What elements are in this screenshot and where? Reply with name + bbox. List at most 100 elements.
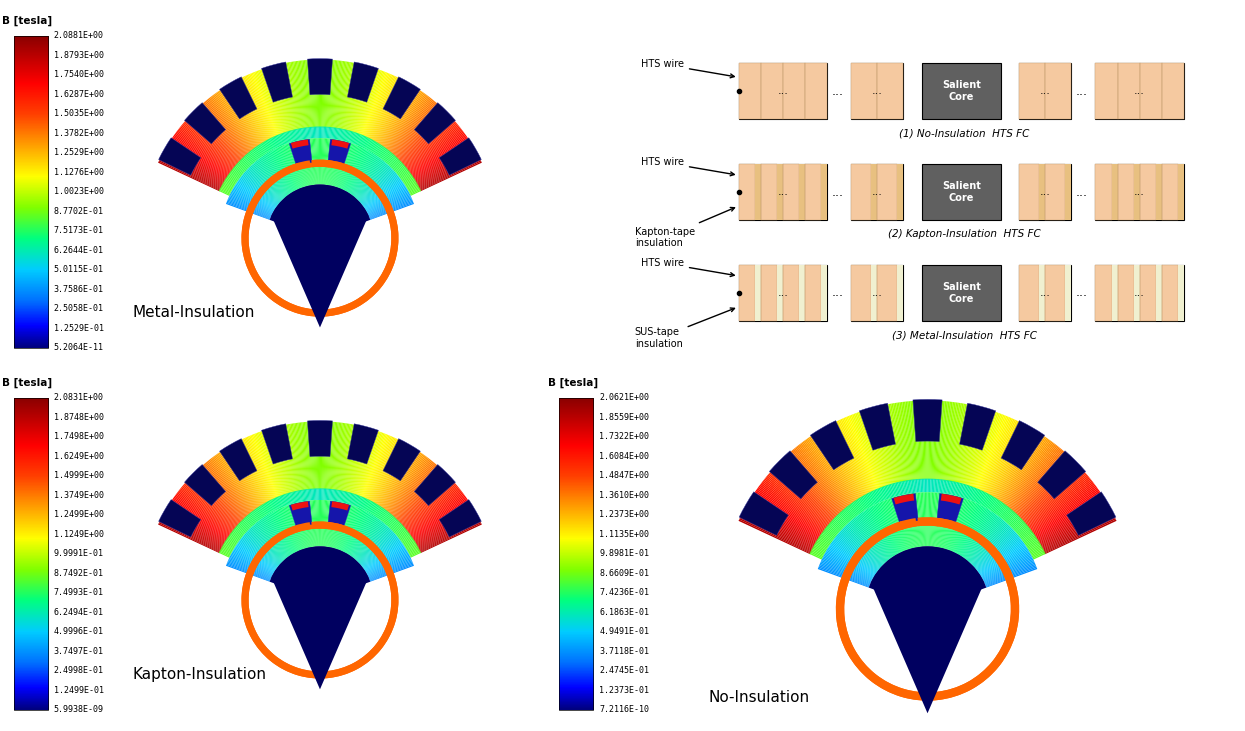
Wedge shape bbox=[234, 186, 274, 211]
Wedge shape bbox=[986, 568, 1037, 588]
Wedge shape bbox=[940, 494, 951, 548]
Wedge shape bbox=[280, 133, 285, 145]
Wedge shape bbox=[329, 60, 336, 128]
Wedge shape bbox=[352, 520, 380, 557]
Wedge shape bbox=[176, 493, 232, 534]
Text: 1.5035E+00: 1.5035E+00 bbox=[54, 109, 103, 118]
Wedge shape bbox=[378, 148, 386, 158]
Wedge shape bbox=[945, 402, 957, 481]
Wedge shape bbox=[766, 477, 828, 528]
Wedge shape bbox=[377, 447, 412, 505]
Wedge shape bbox=[1025, 537, 1037, 546]
Wedge shape bbox=[410, 496, 466, 536]
Wedge shape bbox=[258, 432, 283, 496]
Wedge shape bbox=[865, 494, 873, 507]
Wedge shape bbox=[838, 420, 873, 493]
Wedge shape bbox=[266, 501, 273, 512]
Wedge shape bbox=[322, 500, 326, 547]
Wedge shape bbox=[964, 485, 970, 499]
Wedge shape bbox=[344, 510, 366, 553]
Wedge shape bbox=[984, 495, 991, 507]
Wedge shape bbox=[330, 140, 340, 186]
Wedge shape bbox=[265, 430, 286, 495]
Bar bbox=[852, 265, 870, 321]
Wedge shape bbox=[288, 131, 293, 143]
Wedge shape bbox=[365, 182, 403, 209]
Wedge shape bbox=[284, 506, 301, 550]
Wedge shape bbox=[865, 409, 890, 485]
Wedge shape bbox=[972, 527, 1012, 566]
Wedge shape bbox=[895, 403, 908, 481]
Wedge shape bbox=[344, 425, 359, 492]
Wedge shape bbox=[367, 439, 398, 501]
Wedge shape bbox=[364, 543, 403, 570]
Bar bbox=[804, 64, 827, 119]
Wedge shape bbox=[418, 516, 478, 549]
Wedge shape bbox=[235, 164, 245, 173]
Wedge shape bbox=[412, 138, 468, 177]
Wedge shape bbox=[209, 460, 251, 513]
Wedge shape bbox=[995, 431, 1037, 499]
Wedge shape bbox=[955, 482, 960, 496]
Wedge shape bbox=[823, 555, 873, 580]
Wedge shape bbox=[936, 493, 946, 548]
Wedge shape bbox=[951, 501, 972, 551]
Wedge shape bbox=[204, 101, 249, 154]
Wedge shape bbox=[408, 186, 418, 192]
Wedge shape bbox=[845, 525, 884, 564]
Wedge shape bbox=[1022, 532, 1033, 542]
Wedge shape bbox=[382, 512, 390, 522]
Wedge shape bbox=[329, 127, 331, 139]
Wedge shape bbox=[271, 137, 278, 148]
Wedge shape bbox=[280, 64, 296, 130]
Wedge shape bbox=[390, 520, 398, 529]
Wedge shape bbox=[875, 489, 883, 501]
Wedge shape bbox=[397, 471, 444, 520]
Wedge shape bbox=[832, 520, 843, 530]
Wedge shape bbox=[314, 138, 317, 185]
Wedge shape bbox=[833, 423, 870, 493]
Wedge shape bbox=[395, 526, 405, 535]
Wedge shape bbox=[870, 507, 898, 555]
Wedge shape bbox=[356, 164, 387, 199]
Wedge shape bbox=[1042, 511, 1112, 549]
Wedge shape bbox=[880, 501, 903, 552]
Text: ...: ... bbox=[1076, 85, 1088, 98]
Wedge shape bbox=[405, 178, 415, 185]
Wedge shape bbox=[299, 129, 301, 140]
Wedge shape bbox=[867, 509, 895, 556]
Wedge shape bbox=[285, 493, 290, 505]
Wedge shape bbox=[972, 529, 1012, 567]
Wedge shape bbox=[254, 433, 280, 497]
Wedge shape bbox=[828, 524, 839, 534]
Wedge shape bbox=[227, 200, 270, 219]
Text: ...: ... bbox=[1076, 287, 1088, 299]
Wedge shape bbox=[219, 550, 230, 557]
Wedge shape bbox=[300, 490, 303, 501]
Wedge shape bbox=[813, 545, 825, 553]
Wedge shape bbox=[278, 64, 294, 131]
Wedge shape bbox=[238, 162, 247, 170]
Wedge shape bbox=[960, 407, 982, 484]
Wedge shape bbox=[981, 548, 1027, 577]
Wedge shape bbox=[407, 128, 462, 170]
Wedge shape bbox=[385, 94, 426, 149]
Wedge shape bbox=[1041, 508, 1111, 548]
Wedge shape bbox=[807, 439, 853, 504]
Wedge shape bbox=[418, 154, 478, 187]
Wedge shape bbox=[364, 436, 391, 499]
Wedge shape bbox=[230, 553, 273, 576]
Wedge shape bbox=[403, 539, 413, 546]
Wedge shape bbox=[351, 156, 378, 194]
Wedge shape bbox=[279, 147, 299, 189]
Wedge shape bbox=[1017, 526, 1028, 535]
Wedge shape bbox=[898, 496, 913, 548]
Wedge shape bbox=[314, 60, 316, 127]
Wedge shape bbox=[1033, 490, 1099, 536]
Wedge shape bbox=[280, 145, 300, 189]
Wedge shape bbox=[233, 81, 266, 141]
Wedge shape bbox=[962, 485, 969, 498]
Wedge shape bbox=[916, 479, 919, 493]
Wedge shape bbox=[387, 96, 430, 151]
Wedge shape bbox=[271, 150, 295, 192]
